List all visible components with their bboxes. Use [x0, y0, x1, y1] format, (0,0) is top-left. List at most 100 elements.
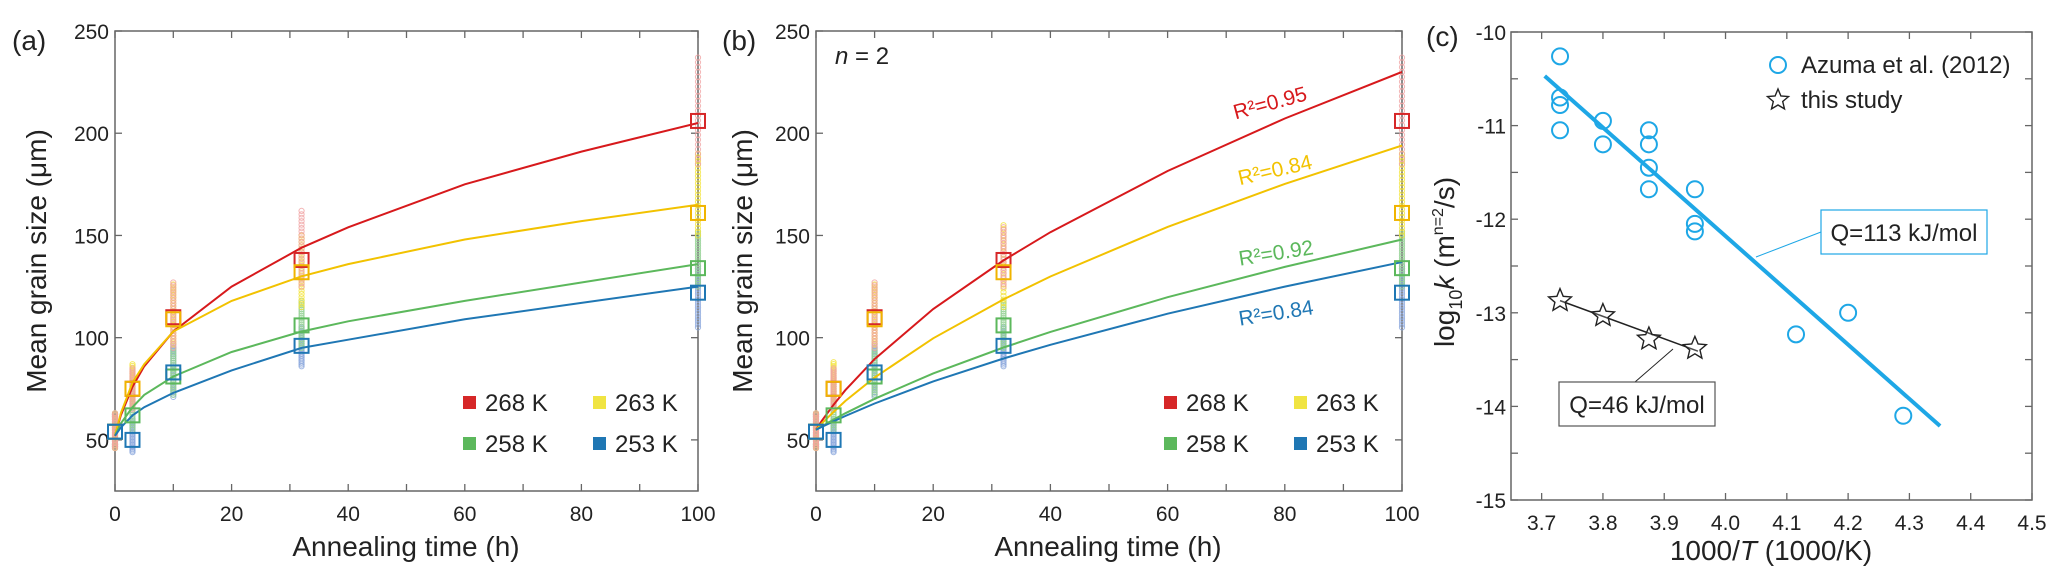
fit-curve-268k: [815, 70, 1403, 431]
grain-size-point: [298, 323, 305, 330]
grain-size-point: [694, 184, 702, 191]
grain-size-point: [298, 211, 305, 218]
r-squared-label: R²=0.84: [1236, 151, 1315, 190]
grain-size-point: [694, 169, 702, 176]
mean-marker: [995, 251, 1012, 268]
grain-size-point: [298, 207, 305, 215]
panel-a: (a) Annealing time (h) Mean grain size (…: [12, 21, 716, 562]
azuma-fit-line: [1543, 74, 1942, 428]
grain-size-point: [170, 357, 177, 364]
r-squared-label: R²=0.95: [1231, 83, 1310, 125]
x-tick-label: 0: [810, 503, 822, 526]
x-tick-label: 60: [453, 503, 476, 526]
this-study-fit-line: [1559, 299, 1699, 352]
azuma-data-point: [1639, 180, 1658, 199]
grain-size-point: [298, 214, 305, 221]
n-variable: n: [835, 43, 848, 70]
mean-marker: [1394, 204, 1410, 221]
this-study-data-point: [1681, 334, 1709, 360]
grain-size-point: [1000, 285, 1007, 292]
fit-curve-268k: [114, 122, 699, 437]
azuma-data-point: [1839, 303, 1858, 322]
x-tick-label: 4.5: [2017, 512, 2046, 535]
y-tick-label: 150: [74, 225, 109, 248]
grain-size-point: [1398, 224, 1406, 232]
grain-size-point: [871, 338, 878, 346]
plot-area-a: 0 20 40 60 80 100 50 100 150 200 250 268 K 263 K 258 …: [74, 21, 716, 526]
panel-b: (b) n = 2 Annealing time (h) Mean grain …: [722, 21, 1420, 562]
grain-size-point: [1000, 306, 1007, 313]
azuma-data-point: [1593, 111, 1612, 130]
grain-size-point: [871, 285, 878, 292]
grain-size-point: [170, 344, 177, 351]
grain-size-point: [298, 303, 305, 311]
grain-size-point: [1000, 319, 1007, 326]
q46-label-box: [1558, 381, 1716, 427]
grain-size-point: [871, 315, 878, 322]
grain-size-point: [1398, 184, 1406, 191]
grain-size-point: [298, 228, 305, 235]
legend-label: this study: [1801, 87, 1902, 114]
grain-size-point: [1000, 303, 1007, 311]
grain-size-point: [1398, 180, 1406, 187]
legend-label: 263 K: [615, 390, 678, 417]
mean-marker: [866, 364, 883, 381]
fit-curve-253k: [114, 285, 699, 437]
grain-size-point: [298, 235, 305, 242]
y-tick-label: -13: [1476, 303, 1506, 326]
grain-size-point: [871, 335, 878, 343]
grain-size-point: [694, 224, 702, 232]
x-tick-label: 40: [1039, 503, 1062, 526]
grain-size-point: [871, 326, 878, 334]
grain-size-point: [129, 367, 136, 374]
grain-size-point: [1398, 198, 1406, 206]
y-title-post: /s): [1429, 177, 1460, 208]
x-tick-label: 60: [1156, 503, 1179, 526]
grain-size-point: [298, 297, 305, 304]
grain-size-point: [298, 310, 305, 317]
y-tick-label: -15: [1476, 490, 1506, 513]
grain-size-point: [830, 365, 837, 372]
mean-marker: [124, 380, 141, 397]
grain-size-point: [812, 410, 820, 417]
y-tick-label: 50: [86, 430, 109, 453]
azuma-data-point: [1685, 222, 1704, 241]
grain-size-point: [170, 282, 177, 289]
grain-size-point: [129, 365, 136, 372]
grain-size-point: [694, 180, 702, 187]
x-title-var: T: [1740, 535, 1759, 566]
n-annotation: n = 2: [835, 43, 889, 70]
grain-size-point: [298, 225, 305, 232]
grain-size-point: [694, 195, 702, 202]
grain-size-point: [298, 290, 305, 298]
x-tick-label: 40: [337, 503, 360, 526]
plot-area-c: 3.7 3.8 3.9 4.0 4.1 4.2 4.3 4.4 4.5 -10 -11 -12 -13 -…: [1476, 22, 2047, 535]
grain-size-point: [871, 303, 878, 310]
q46-label: Q=46 kJ/mol: [1569, 392, 1704, 419]
mean-marker: [124, 407, 141, 424]
x-tick-label: 100: [680, 503, 715, 526]
x-tick-label: 100: [1384, 503, 1419, 526]
grain-size-point: [694, 176, 702, 183]
mean-marker: [124, 431, 141, 448]
grain-size-point: [1000, 308, 1007, 315]
q46-leader-line: [1634, 348, 1674, 383]
grain-size-point: [298, 238, 305, 245]
y-tick-label: -14: [1476, 396, 1507, 419]
legend-swatch: [1294, 396, 1307, 409]
x-axis-title-a: Annealing time (h): [292, 531, 519, 562]
r-squared-label: R²=0.92: [1237, 236, 1315, 270]
grain-size-point: [830, 424, 837, 431]
grain-size-point: [298, 294, 305, 301]
azuma-data-point: [1639, 121, 1658, 140]
grain-size-point: [1398, 221, 1406, 228]
grain-size-point: [1000, 340, 1007, 347]
fit-curve-258k: [114, 263, 699, 437]
azuma-data-point: [1639, 158, 1658, 177]
grain-size-point: [170, 294, 177, 301]
mean-marker: [690, 284, 706, 301]
grain-size-point: [1398, 187, 1406, 194]
grain-size-point: [830, 368, 837, 376]
x-tick-label: 3.9: [1650, 512, 1679, 535]
legend-swatch: [1294, 437, 1307, 450]
